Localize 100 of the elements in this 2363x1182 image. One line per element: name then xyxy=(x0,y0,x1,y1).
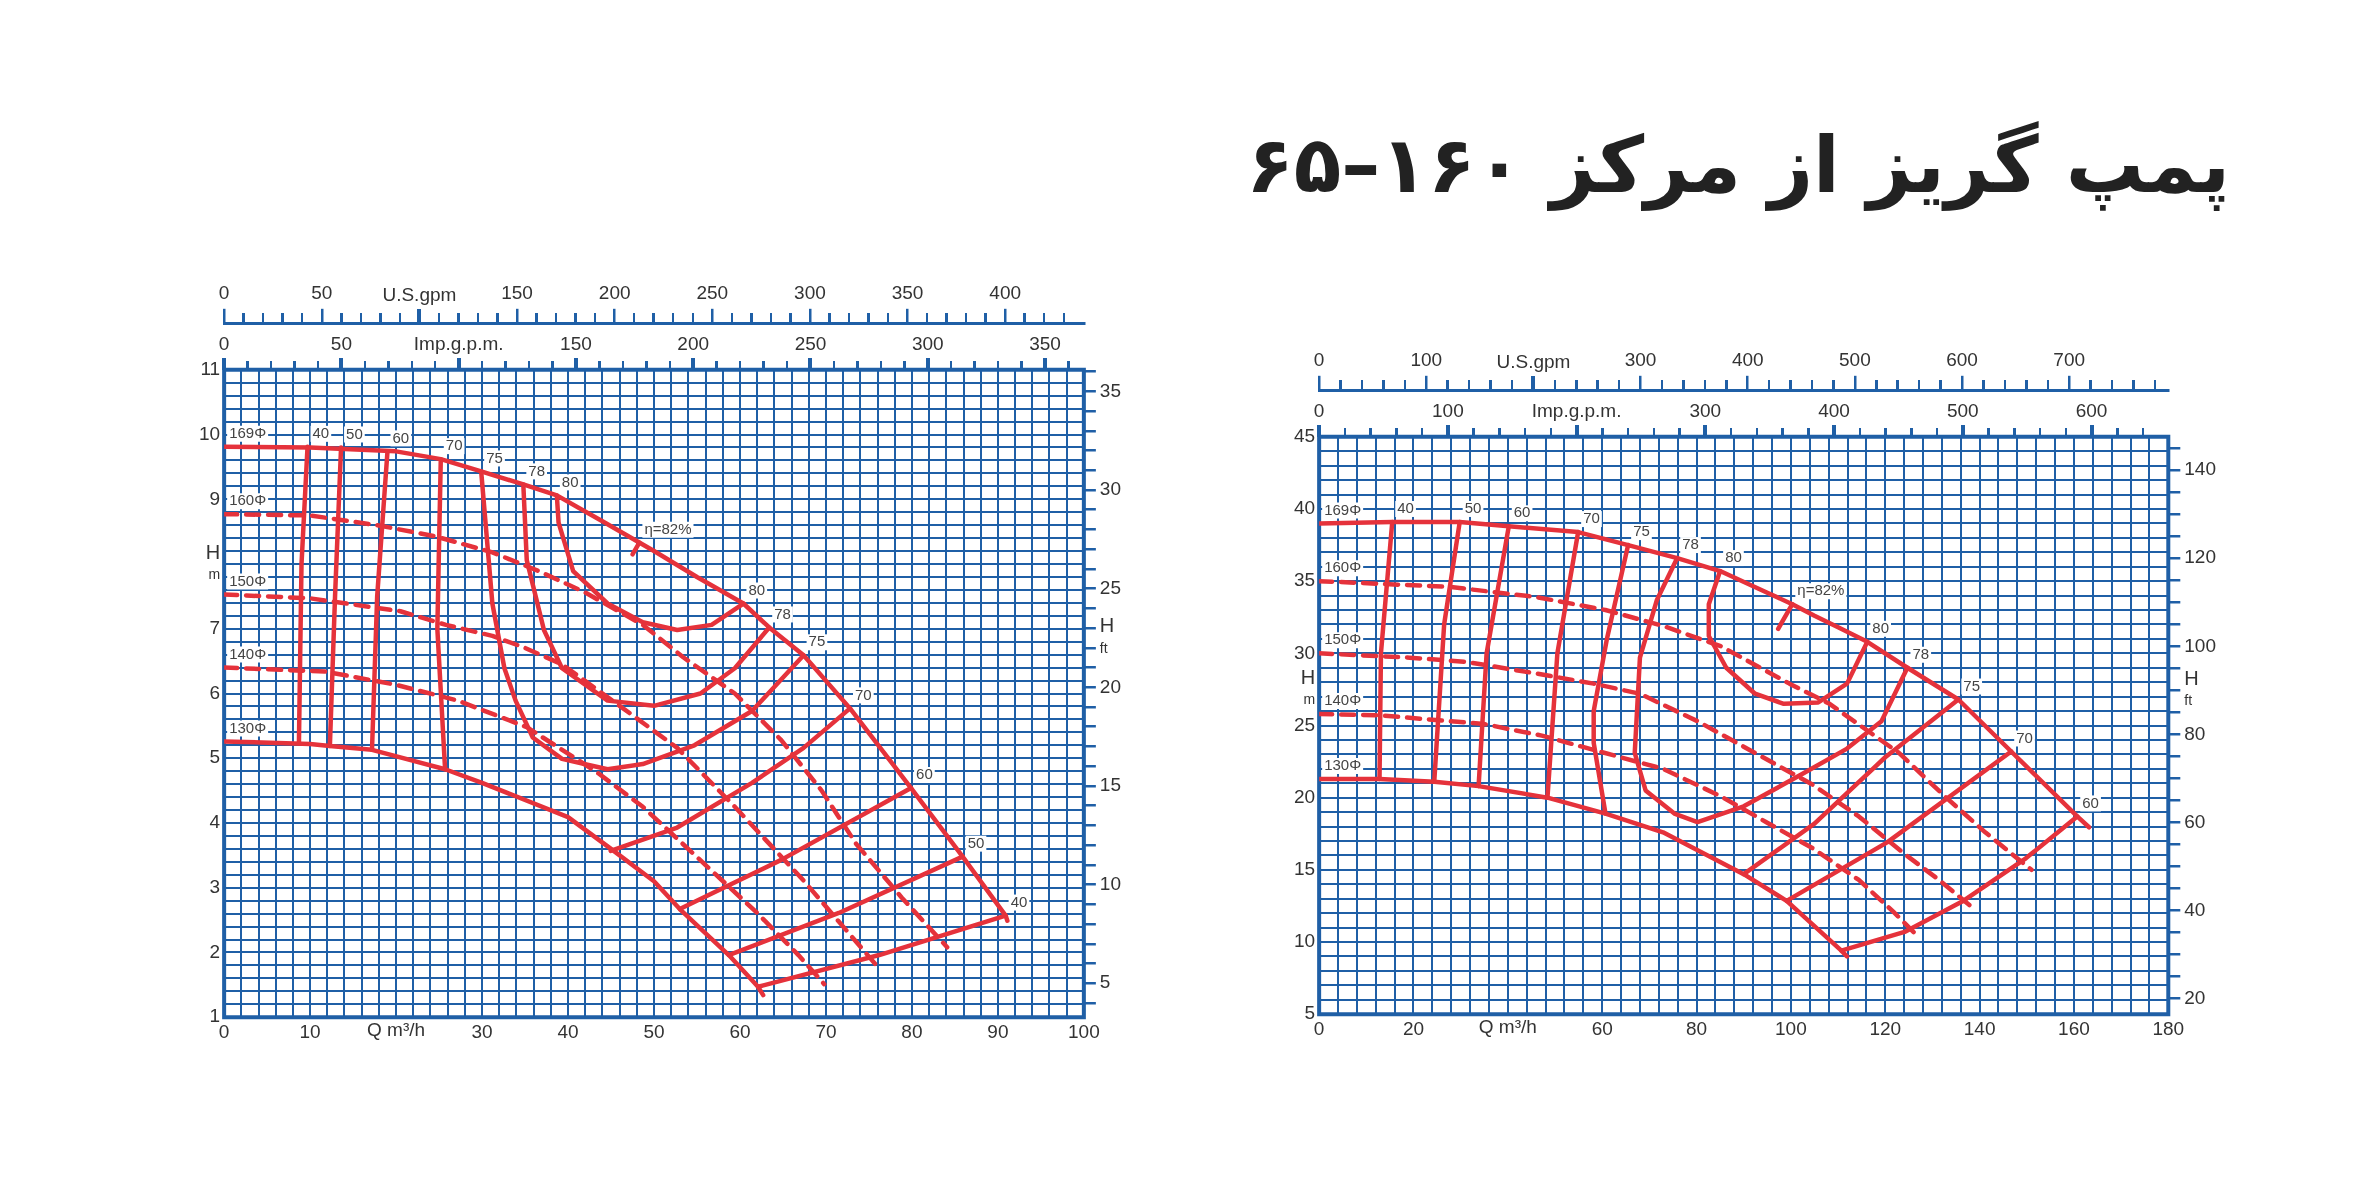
y-tick-label: 20 xyxy=(1293,785,1316,807)
text: 100 xyxy=(1432,399,1464,421)
text: 0 xyxy=(218,332,230,354)
series-label: 140Φ xyxy=(229,644,267,662)
text: 80 xyxy=(748,580,766,598)
x2-tick-label: 150 xyxy=(501,281,533,303)
y-tick-label: 35 xyxy=(1293,569,1316,591)
x-axis-title: Q m³/h xyxy=(1478,1015,1537,1037)
x2-tick-label: 700 xyxy=(2053,348,2086,370)
y2-tick-label: 100 xyxy=(2184,634,2216,656)
x2-axis-title: U.S.gpm xyxy=(382,283,457,305)
x-tick-label: 90 xyxy=(987,1020,1009,1042)
y-tick-label: 10 xyxy=(1293,930,1316,952)
series-label: 50 xyxy=(346,424,363,442)
series-label: 50 xyxy=(967,833,985,851)
text: 150 xyxy=(560,332,592,354)
text: 350 xyxy=(1029,332,1061,354)
y-tick-label: 11 xyxy=(200,358,221,380)
y-tick-label: 25 xyxy=(1293,713,1316,735)
x2-tick-label: 400 xyxy=(1731,348,1764,370)
x-tick-label: 100 xyxy=(1068,1020,1100,1042)
x-tick-label: 70 xyxy=(815,1020,837,1042)
y-tick-label: 9 xyxy=(209,487,221,509)
series-label: 130Φ xyxy=(1324,756,1362,774)
series-label: 60 xyxy=(2082,793,2099,811)
series-label: 140Φ xyxy=(1324,691,1362,709)
x-tick-label: 140 xyxy=(1963,1017,1996,1039)
series-label: 60 xyxy=(916,765,933,783)
series-label: 70 xyxy=(855,685,872,703)
text: 50 xyxy=(330,332,352,354)
y-axis-title: H m xyxy=(1300,665,1316,708)
y-tick-label: 45 xyxy=(1293,425,1316,447)
series-label: 70 xyxy=(1583,509,1600,527)
x2-axis-title: U.S.gpm xyxy=(1496,350,1571,372)
series-label: 80 xyxy=(1725,548,1742,566)
series-label: 150Φ xyxy=(1324,630,1362,648)
y-tick-label: 15 xyxy=(1293,858,1316,880)
series-label: 150Φ xyxy=(229,571,267,589)
series-label: 40 xyxy=(1010,892,1028,910)
y2-tick-label: 140 xyxy=(2184,458,2216,480)
x-tick-label: 10 xyxy=(299,1020,321,1042)
series-label: 130Φ xyxy=(229,718,267,736)
x-tick-label: 30 xyxy=(471,1020,493,1042)
series-label: 75 xyxy=(808,632,826,650)
text: 200 xyxy=(677,332,710,354)
text: 0 xyxy=(1313,399,1325,421)
series-label: 75 xyxy=(1963,676,1981,694)
x-tick-label: 80 xyxy=(1685,1017,1708,1039)
series-label: 60 xyxy=(392,428,410,446)
y2-tick-label: 40 xyxy=(2184,898,2206,920)
y2-axis-title: H ft xyxy=(1099,614,1115,656)
x-tick-label: 60 xyxy=(1591,1017,1613,1039)
series-label: 50 xyxy=(1464,499,1482,517)
chart-title: پمپ گریز از مرکز ۱۶۰–۶۵ xyxy=(1246,120,2230,210)
y2-axis-title: H ft xyxy=(2184,666,2199,709)
text: 75 xyxy=(486,448,503,466)
y2-tick-label: 20 xyxy=(2184,986,2206,1008)
text: 250 xyxy=(794,332,827,354)
y-tick-label: 10 xyxy=(198,422,221,444)
series-label: 40 xyxy=(1397,499,1414,517)
y-tick-label: 1 xyxy=(209,1005,221,1027)
y2-tick-label: 25 xyxy=(1099,576,1122,598)
x-tick-label: 0 xyxy=(218,1020,230,1042)
y-axis-title: H m xyxy=(205,540,221,582)
text: 78 xyxy=(1912,644,1930,662)
y2-tick-label: 35 xyxy=(1099,379,1122,401)
y-tick-label: 40 xyxy=(1293,497,1316,519)
series-label: 80 xyxy=(561,472,579,490)
x-axis-title: Q m³/h xyxy=(367,1018,426,1040)
x-tick-label: 20 xyxy=(1402,1017,1425,1039)
x-tick-label: 160 xyxy=(2058,1017,2090,1039)
text: Imp.g.p.m. xyxy=(1531,399,1622,421)
x2-tick-label: 0 xyxy=(1313,348,1325,370)
y2-tick-label: 80 xyxy=(2184,722,2206,744)
x-tick-label: 120 xyxy=(1869,1017,1902,1039)
series-label: 160Φ xyxy=(1324,558,1362,576)
x2-tick-label: 500 xyxy=(1839,348,1871,370)
x-tick-label: 50 xyxy=(643,1020,665,1042)
text: 500 xyxy=(1946,399,1979,421)
x-tick-label: 60 xyxy=(729,1020,751,1042)
text: 78 xyxy=(528,461,546,479)
series-label: 160Φ xyxy=(229,491,267,509)
text: 300 xyxy=(911,332,944,354)
text: 600 xyxy=(2075,399,2108,421)
y-tick-label: 30 xyxy=(1293,641,1316,663)
y2-tick-label: 30 xyxy=(1099,478,1122,500)
x-tick-label: 0 xyxy=(1313,1017,1325,1039)
y-tick-label: 7 xyxy=(209,616,221,638)
text: Imp.g.p.m. xyxy=(413,332,504,354)
x2-tick-label: 350 xyxy=(891,281,924,303)
y-tick-label: 5 xyxy=(209,746,221,768)
series-label: 70 xyxy=(2016,728,2033,746)
series-label: 70 xyxy=(445,436,463,454)
x2-tick-label: 250 xyxy=(696,281,729,303)
series-label: η=82% xyxy=(644,519,692,537)
x2-tick-label: 300 xyxy=(794,281,826,303)
x2-tick-label: 0 xyxy=(218,281,230,303)
text: 300 xyxy=(1689,399,1722,421)
text: 400 xyxy=(1818,399,1850,421)
y-tick-label: 5 xyxy=(1304,1002,1316,1024)
